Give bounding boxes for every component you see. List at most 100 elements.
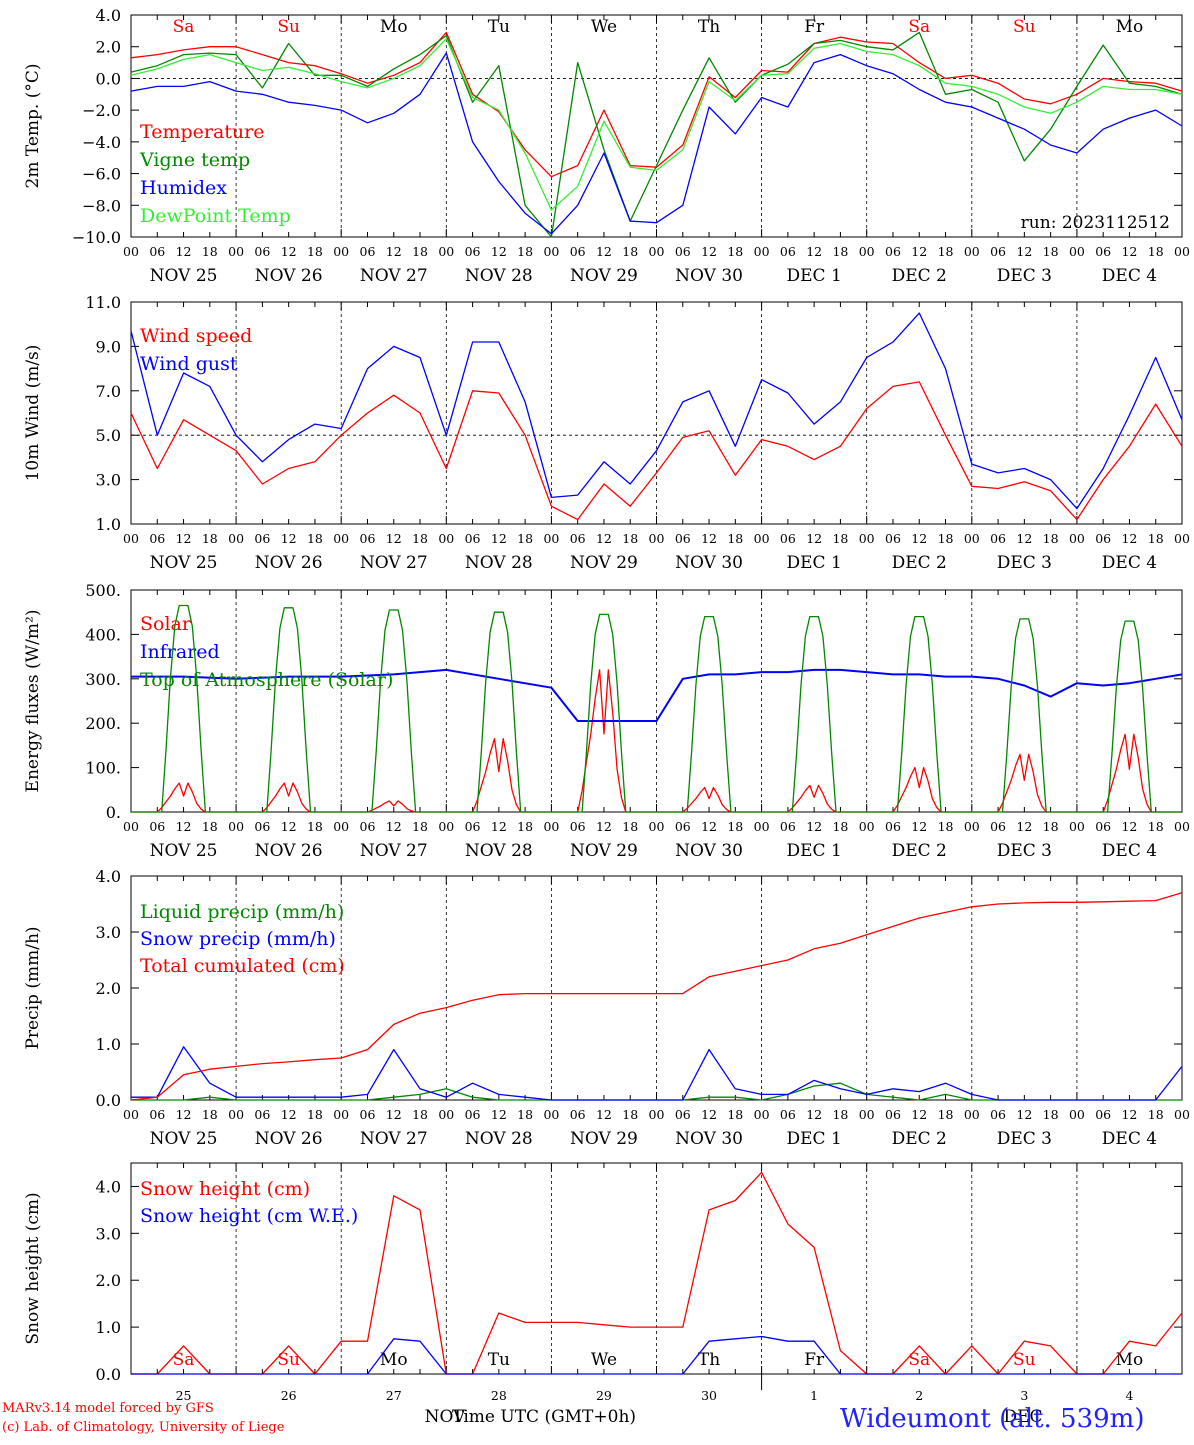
x-hour-label: 06	[1095, 531, 1111, 546]
y-tick-label: 3.0	[96, 1224, 121, 1243]
x-hour-label: 00	[438, 819, 454, 834]
weekday-label: Su	[1013, 17, 1036, 37]
x-date-label: DEC 2	[892, 553, 947, 573]
x-hour-label: 18	[412, 531, 428, 546]
series-line-humidex	[130, 52, 1183, 235]
x-hour-label: 12	[491, 1107, 507, 1122]
x-hour-label: 12	[386, 1107, 402, 1122]
series-line-snow-precip-mm-h-	[131, 1046, 1183, 1101]
x-hour-label: 12	[701, 244, 717, 259]
x-hour-label: 12	[911, 244, 927, 259]
x-date-label: NOV 27	[360, 841, 428, 861]
x-hour-label: 06	[885, 244, 901, 259]
x-date-label: DEC 3	[997, 1129, 1052, 1149]
x-hour-label: 18	[1043, 1107, 1059, 1122]
x-date-label: DEC 4	[1102, 266, 1157, 286]
y-tick-label: −8.0	[82, 196, 121, 215]
y-axis-label: Precip (mm/h)	[23, 926, 43, 1049]
series-line-top-of-atmosphere-solar-	[131, 604, 1182, 813]
x-hour-label: 06	[675, 819, 691, 834]
x-day-number: 2	[915, 1388, 923, 1403]
x-date-label: NOV 30	[675, 553, 743, 573]
x-hour-label: 12	[1121, 1107, 1137, 1122]
x-hour-label: 00	[859, 1107, 875, 1122]
x-hour-label: 12	[1016, 531, 1032, 546]
x-date-label: DEC 2	[892, 1129, 947, 1149]
y-tick-label: 0.0	[96, 1091, 121, 1110]
x-hour-label: 12	[1121, 819, 1137, 834]
x-hour-label: 12	[806, 244, 822, 259]
panel-5: 4.0 3.0 2.0 1.0 0.0 Snow height (cm) 25 26 27 28 2…	[23, 1162, 1183, 1427]
x-hour-label: 00	[649, 1107, 665, 1122]
series-line-dewpoint-temp	[130, 38, 1183, 211]
credit-note: (c) Lab. of Climatology, University of L…	[2, 1420, 285, 1435]
y-tick-label: 100.	[85, 759, 121, 778]
y-tick-label: 200.	[85, 714, 121, 733]
x-hour-label: 00	[649, 531, 665, 546]
x-day-number: 30	[701, 1388, 717, 1403]
x-hour-label: 00	[123, 1107, 139, 1122]
x-date-label: NOV 28	[465, 266, 533, 286]
legend-entry: Temperature	[140, 121, 264, 143]
y-tick-label: 4.0	[96, 1177, 121, 1196]
y-tick-label: 0.0	[96, 1365, 121, 1384]
x-hour-label: 00	[1069, 1107, 1085, 1122]
x-date-label: NOV 29	[570, 553, 638, 573]
x-hour-label: 00	[1069, 819, 1085, 834]
x-hour-label: 06	[465, 531, 481, 546]
x-hour-label: 06	[780, 819, 796, 834]
x-hour-label: 00	[228, 531, 244, 546]
x-hour-label: 06	[360, 819, 376, 834]
x-hour-label: 00	[228, 1107, 244, 1122]
x-hour-label: 06	[254, 819, 270, 834]
x-date-label: DEC 3	[997, 553, 1052, 573]
y-tick-label: 2.0	[96, 38, 121, 57]
x-hour-label: 18	[412, 819, 428, 834]
x-hour-label: 18	[938, 1107, 954, 1122]
x-hour-label: 00	[649, 244, 665, 259]
x-hour-label: 18	[938, 244, 954, 259]
x-hour-label: 06	[570, 531, 586, 546]
y-tick-label: −4.0	[82, 133, 121, 152]
x-hour-label: 00	[333, 531, 349, 546]
panel-4: 4.0 3.0 2.0 1.0 0.0 Precip (mm/h) 00 06 12 18 00 06…	[23, 867, 1190, 1149]
x-hour-label: 12	[1121, 244, 1137, 259]
x-hour-label: 12	[176, 531, 192, 546]
x-hour-label: 00	[123, 531, 139, 546]
weekday-label: Tu	[488, 17, 510, 37]
x-hour-label: 06	[990, 244, 1006, 259]
y-tick-label: 11.0	[85, 293, 121, 312]
x-day-number: 29	[596, 1388, 612, 1403]
series-line-infrared	[131, 668, 1183, 722]
x-hour-label: 18	[938, 531, 954, 546]
x-hour-label: 18	[727, 531, 743, 546]
x-date-label: DEC 2	[892, 266, 947, 286]
x-axis-title: Time UTC (GMT+0h)	[452, 1407, 637, 1427]
x-day-number: 25	[176, 1388, 192, 1403]
x-hour-label: 00	[1174, 244, 1190, 259]
y-tick-label: 0.0	[96, 69, 121, 88]
x-hour-label: 00	[1069, 531, 1085, 546]
x-hour-label: 06	[675, 244, 691, 259]
x-hour-label: 12	[806, 819, 822, 834]
x-hour-label: 06	[990, 1107, 1006, 1122]
x-hour-label: 18	[832, 819, 848, 834]
x-hour-label: 00	[964, 1107, 980, 1122]
y-tick-label: 1.0	[96, 1318, 121, 1337]
x-hour-label: 18	[832, 1107, 848, 1122]
x-date-label: NOV 27	[360, 1129, 428, 1149]
run-annotation: run: 2023112512	[1021, 213, 1170, 233]
x-hour-label: 00	[543, 1107, 559, 1122]
x-date-label: NOV 26	[255, 266, 323, 286]
weekday-label: Th	[698, 1350, 720, 1370]
x-hour-label: 12	[386, 819, 402, 834]
x-hour-label: 06	[465, 1107, 481, 1122]
y-tick-label: 1.0	[96, 1035, 121, 1054]
x-date-label: NOV 25	[150, 1129, 218, 1149]
x-date-label: NOV 25	[150, 841, 218, 861]
x-hour-label: 12	[1016, 244, 1032, 259]
x-day-number: 1	[810, 1388, 818, 1403]
y-tick-label: 2.0	[96, 1271, 121, 1290]
weekday-label: We	[591, 1350, 617, 1370]
x-hour-label: 06	[360, 1107, 376, 1122]
